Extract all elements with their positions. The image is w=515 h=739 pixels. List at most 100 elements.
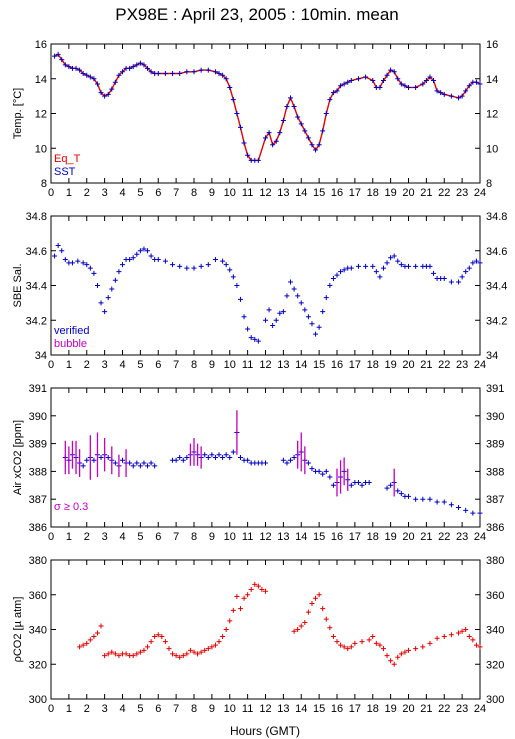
data-point xyxy=(205,455,211,460)
data-point xyxy=(288,279,294,285)
data-point xyxy=(388,658,394,664)
data-point xyxy=(402,649,408,655)
x-tick-label: 19 xyxy=(385,531,397,543)
data-point xyxy=(177,71,183,77)
data-point xyxy=(73,65,79,71)
data-point xyxy=(413,496,419,502)
y-tick-label-left: 34.6 xyxy=(26,246,47,258)
data-point xyxy=(402,83,408,89)
x-tick-label: 3 xyxy=(102,187,108,199)
data-point xyxy=(380,265,386,271)
data-point xyxy=(420,81,426,87)
x-tick-label: 7 xyxy=(173,359,179,371)
data-point xyxy=(105,651,111,657)
data-point xyxy=(448,502,454,508)
y-tick-label-right: 34 xyxy=(486,350,498,362)
data-point xyxy=(427,640,433,646)
x-tick-label: 12 xyxy=(259,359,271,371)
data-point xyxy=(320,128,326,134)
y-tick-label-right: 14 xyxy=(486,74,498,86)
data-point xyxy=(255,338,261,344)
data-point xyxy=(298,121,304,127)
x-tick-label: 17 xyxy=(349,359,361,371)
data-point xyxy=(162,258,168,264)
data-point xyxy=(259,587,265,593)
data-point xyxy=(255,583,261,589)
y-tick-label-right: 34.6 xyxy=(486,246,507,258)
data-point xyxy=(302,620,308,626)
data-point xyxy=(316,324,322,330)
data-point xyxy=(427,74,433,80)
data-point xyxy=(291,455,297,460)
data-point xyxy=(91,457,97,463)
data-point xyxy=(94,630,100,636)
data-point xyxy=(123,651,129,657)
x-tick-label: 12 xyxy=(259,531,271,543)
y-tick-label-right: 300 xyxy=(486,694,504,706)
x-tick-label: 20 xyxy=(402,187,414,199)
x-tick-label: 14 xyxy=(295,187,307,199)
x-tick-label: 4 xyxy=(119,703,125,715)
data-point xyxy=(316,142,322,148)
data-point xyxy=(209,644,215,650)
data-point xyxy=(398,651,404,657)
data-point xyxy=(112,277,118,283)
x-tick-label: 3 xyxy=(102,359,108,371)
data-point xyxy=(223,76,229,82)
data-point xyxy=(130,255,136,261)
data-point xyxy=(112,79,118,85)
data-point xyxy=(191,69,197,75)
data-point xyxy=(284,104,290,110)
x-tick-label: 17 xyxy=(349,531,361,543)
x-tick-label: 6 xyxy=(155,359,161,371)
data-point xyxy=(152,633,158,639)
data-point xyxy=(263,135,268,141)
data-point xyxy=(291,286,297,292)
data-point xyxy=(237,296,243,302)
x-tick-label: 3 xyxy=(102,531,108,543)
y-tick-label-right: 16 xyxy=(486,39,498,51)
data-point xyxy=(320,471,326,477)
data-point xyxy=(173,653,179,659)
data-point xyxy=(305,609,311,615)
x-tick-label: 18 xyxy=(367,359,379,371)
data-point xyxy=(202,647,208,653)
data-point xyxy=(145,248,151,254)
data-point xyxy=(134,460,140,466)
data-point xyxy=(391,69,397,75)
data-point xyxy=(423,77,429,83)
data-point xyxy=(177,263,183,269)
y-tick-label-right: 34.8 xyxy=(486,211,507,223)
x-tick-label: 5 xyxy=(137,187,143,199)
data-point xyxy=(145,644,151,650)
x-tick-label: 10 xyxy=(224,531,236,543)
data-point xyxy=(338,269,344,275)
data-point xyxy=(212,256,218,262)
data-point xyxy=(230,274,236,280)
data-point xyxy=(112,651,118,657)
x-tick-label: 13 xyxy=(277,187,289,199)
data-point xyxy=(237,124,243,130)
data-point xyxy=(359,639,365,645)
data-point xyxy=(52,53,58,59)
chart-panel-4: 0 1 2 3 4 5 6 7 8 9 10 11 12 13 14 15 16 17 18 19 20 21 22 23 24… xyxy=(12,555,504,715)
x-tick-label: 9 xyxy=(209,187,215,199)
x-tick-label: 7 xyxy=(173,531,179,543)
data-point xyxy=(170,262,176,268)
x-tick-label: 4 xyxy=(119,531,125,543)
x-tick-label: 0 xyxy=(48,359,54,371)
data-point xyxy=(109,286,115,292)
data-point xyxy=(62,256,68,262)
data-point xyxy=(323,616,329,622)
x-tick-label: 20 xyxy=(402,531,414,543)
data-point xyxy=(198,67,204,73)
data-point xyxy=(170,71,176,77)
series-0 xyxy=(54,53,481,162)
x-tick-label: 0 xyxy=(48,187,54,199)
data-point xyxy=(127,460,133,466)
data-point xyxy=(77,67,83,73)
data-point xyxy=(52,253,58,259)
x-tick-label: 23 xyxy=(456,703,468,715)
chart-panel-3: 0 1 2 3 4 5 6 7 8 9 10 11 12 13 14 15 16 17 18 19 20 21 22 23 24… xyxy=(12,383,504,543)
legend-label: bubble xyxy=(54,338,87,350)
